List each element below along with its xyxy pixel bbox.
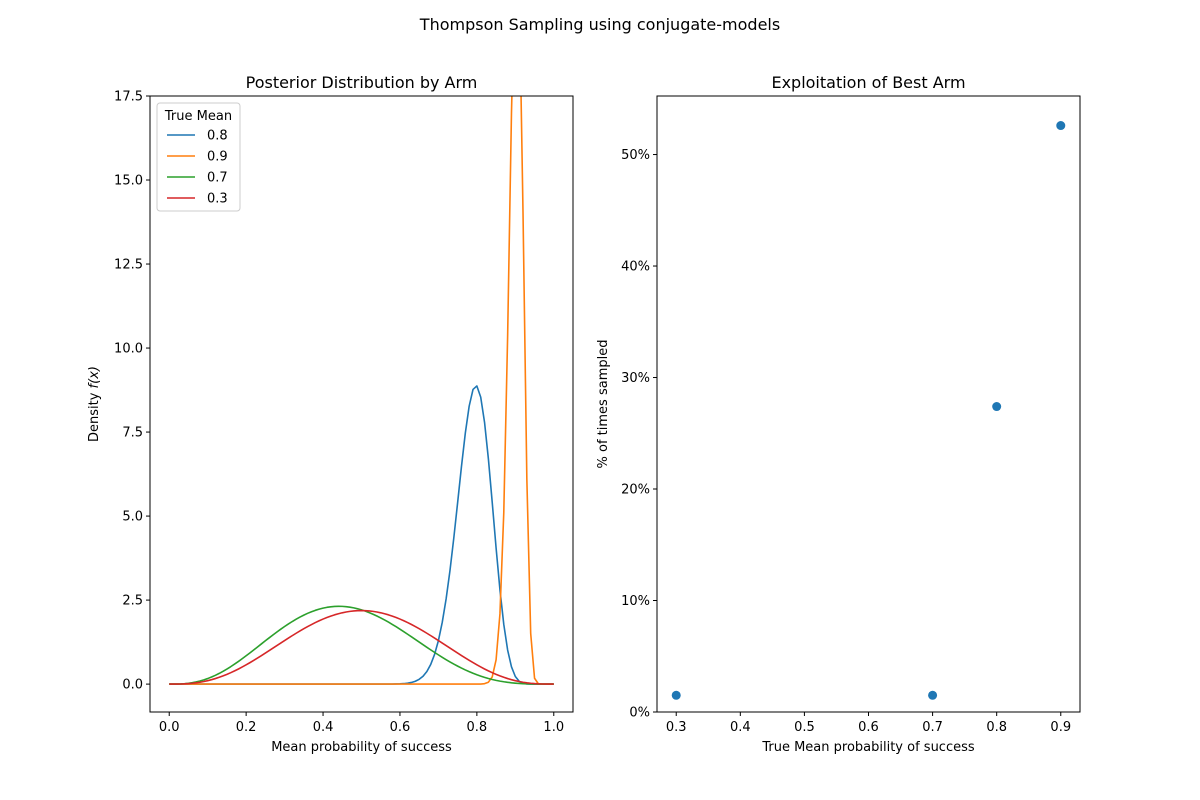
x-tick-label: 0.8 [986, 720, 1007, 735]
posterior-chart-frame [149, 95, 574, 713]
legend-label: 0.7 [207, 171, 228, 186]
posterior-chart-plot-area [169, 96, 554, 685]
y-tick-label: 20% [621, 483, 650, 498]
posterior-chart-ylabel-prefix: Density [87, 388, 102, 442]
y-tick-label: 5.0 [122, 510, 143, 525]
series-line-0.7 [169, 605, 554, 685]
scatter-point [1056, 121, 1066, 131]
y-tick-label: 0.0 [122, 678, 143, 693]
exploitation-chart-xlabel: True Mean probability of success [761, 740, 975, 755]
y-tick-label: 50% [621, 148, 650, 163]
posterior-legend: True Mean 0.8 0.9 0.7 0.3 [156, 102, 241, 212]
posterior-chart-xlabel: Mean probability of success [271, 740, 452, 755]
scatter-point [928, 690, 938, 700]
legend-title: True Mean [164, 109, 232, 124]
exploitation-chart: Exploitation of Best Arm 0.3 0.4 0.5 0.6 0.7… [596, 73, 1081, 755]
x-tick-label: 0.4 [313, 720, 334, 735]
legend-entries: 0.8 0.9 0.7 0.3 [167, 129, 228, 207]
scatter-point [992, 402, 1002, 412]
y-tick-label: 7.5 [122, 426, 143, 441]
posterior-chart: Posterior Distribution by Arm 0.0 0.2 0.4 0… [87, 73, 574, 755]
y-tick-label: 30% [621, 371, 650, 386]
posterior-chart-ylabel: Density f(x) [87, 366, 102, 442]
x-tick-label: 0.5 [794, 720, 815, 735]
y-tick-label: 10% [621, 594, 650, 609]
series-line-0.9 [169, 96, 554, 685]
x-tick-label: 0.8 [467, 720, 488, 735]
posterior-chart-ticks: 0.0 0.2 0.4 0.6 0.8 1.0 0.0 2.5 5.0 7.5 10.0 12.5 15… [114, 90, 564, 736]
exploitation-chart-frame [656, 95, 1081, 713]
y-tick-label: 15.0 [114, 174, 143, 189]
x-tick-label: 1.0 [543, 720, 564, 735]
figure-suptitle: Thompson Sampling using conjugate-models [419, 15, 780, 34]
series-line-0.3 [169, 609, 554, 685]
exploitation-chart-ylabel: % of times sampled [596, 340, 611, 469]
y-tick-label: 40% [621, 260, 650, 275]
series-line-0.8 [169, 385, 554, 685]
x-tick-label: 0.7 [922, 720, 943, 735]
legend-label: 0.8 [207, 129, 228, 144]
y-tick-label: 10.0 [114, 342, 143, 357]
x-tick-label: 0.2 [236, 720, 257, 735]
posterior-chart-ylabel-math: f(x) [87, 366, 102, 388]
x-tick-label: 0.3 [666, 720, 687, 735]
y-tick-label: 17.5 [114, 90, 143, 105]
exploitation-chart-title: Exploitation of Best Arm [771, 73, 965, 92]
x-tick-label: 0.6 [858, 720, 879, 735]
exploitation-chart-ticks: 0.3 0.4 0.5 0.6 0.7 0.8 0.9 0% 10% 20% 30% 40% 50% [621, 148, 1071, 735]
posterior-chart-lines [169, 96, 554, 685]
x-tick-label: 0.9 [1050, 720, 1071, 735]
scatter-point [671, 690, 681, 700]
exploitation-chart-points [671, 121, 1066, 700]
x-tick-label: 0.0 [159, 720, 180, 735]
x-tick-label: 0.6 [390, 720, 411, 735]
legend-box [156, 102, 241, 212]
y-tick-label: 2.5 [122, 594, 143, 609]
y-tick-label: 12.5 [114, 258, 143, 273]
posterior-chart-title: Posterior Distribution by Arm [246, 73, 478, 92]
x-tick-label: 0.4 [730, 720, 751, 735]
legend-label: 0.9 [207, 150, 228, 165]
y-tick-label: 0% [629, 706, 650, 721]
legend-label: 0.3 [207, 192, 228, 207]
